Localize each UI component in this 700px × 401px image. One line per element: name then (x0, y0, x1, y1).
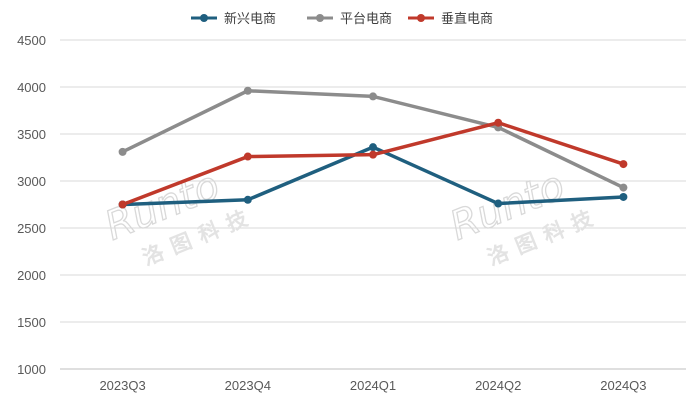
data-point (494, 199, 503, 208)
legend-marker (417, 14, 425, 22)
data-point (369, 92, 377, 101)
legend-marker (316, 14, 324, 22)
data-point (243, 195, 252, 204)
y-axis: 1000 1500 2000 2500 3000 3500 4000 4500 (17, 33, 46, 377)
legend-label: 新兴电商 (224, 11, 276, 27)
y-tick-label: 2500 (17, 221, 46, 236)
legend-label: 平台电商 (340, 12, 392, 27)
x-tick-label: 2024Q2 (475, 378, 521, 393)
data-point (494, 118, 503, 127)
series-group (118, 86, 628, 209)
y-tick-label: 2000 (17, 268, 46, 283)
data-point (369, 143, 377, 152)
y-tick-label: 4500 (17, 33, 46, 48)
data-point (619, 192, 628, 201)
data-point (118, 147, 127, 156)
y-tick-label: 4000 (17, 80, 46, 95)
data-point (243, 152, 252, 161)
legend: 新兴电商 平台电商 垂直电商 (191, 11, 493, 27)
x-tick-label: 2024Q3 (600, 378, 646, 393)
watermark-group: Runto 洛图科技 Runto 洛图科技 (98, 162, 604, 270)
data-point (619, 183, 628, 192)
y-tick-label: 3000 (17, 174, 46, 189)
y-tick-label: 1500 (17, 315, 46, 330)
data-point (369, 150, 377, 159)
data-point (619, 160, 628, 169)
data-point (243, 86, 252, 95)
x-axis: 2023Q3 2023Q4 2024Q1 2024Q2 2024Q3 (60, 368, 686, 393)
legend-label: 垂直电商 (441, 12, 493, 27)
y-tick-label: 1000 (17, 362, 46, 377)
gridlines (60, 39, 686, 323)
x-tick-label: 2023Q3 (99, 378, 145, 393)
x-tick-label: 2024Q1 (350, 378, 396, 393)
legend-marker (200, 14, 208, 22)
data-point (118, 200, 127, 209)
y-tick-label: 3500 (17, 127, 46, 142)
x-tick-label: 2023Q4 (225, 378, 271, 393)
